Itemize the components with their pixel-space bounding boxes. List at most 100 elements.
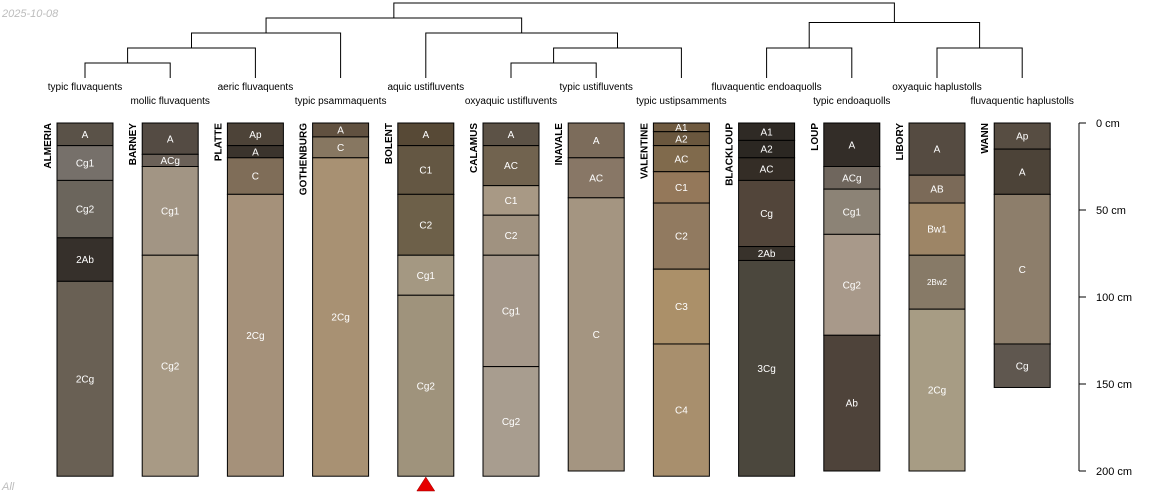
taxon-label: mollic fluvaquents <box>130 96 209 107</box>
horizon-label: A2 <box>760 145 773 156</box>
horizon-label: Cg1 <box>417 271 436 282</box>
dendrogram-branch-m6 <box>425 32 618 78</box>
horizon-label: 2Ab <box>758 249 776 260</box>
horizon-label: C <box>593 330 600 341</box>
taxon-label: typic ustipsamments <box>636 96 727 107</box>
horizon-platte-4 <box>226 193 284 477</box>
horizon-bolent-4 <box>397 254 455 296</box>
profile-name-label: BLACKLOUP <box>725 123 736 186</box>
horizon-inavale-1 <box>567 122 625 159</box>
horizon-label: Ap <box>1016 132 1029 143</box>
horizon-libory-1 <box>908 122 966 176</box>
horizon-wann-1 <box>993 122 1051 150</box>
horizon-label: C1 <box>675 183 688 194</box>
dendrogram-branch-m10 <box>808 22 981 48</box>
horizon-bolent-3 <box>397 193 455 256</box>
profile-name-label: BOLENT <box>384 123 395 164</box>
horizon-label: 2Cg <box>331 313 349 324</box>
horizon-libory-2 <box>908 174 966 204</box>
horizon-wann-4 <box>993 343 1051 388</box>
taxon-label: typic fluvaquents <box>48 82 123 93</box>
profile-calamus: A AC C1 C2 Cg1 Cg2 CALAMUS <box>469 122 540 477</box>
taxon-labels: typic fluvaquents mollic fluvaquents aeric… <box>48 82 1074 107</box>
horizon-label: A1 <box>675 123 688 134</box>
horizon-bolent-5 <box>397 294 455 477</box>
horizon-barney-1 <box>141 122 199 155</box>
horizon-label: A <box>82 130 89 141</box>
horizon-label: C <box>1019 265 1026 276</box>
horizon-label: Cg1 <box>502 307 521 318</box>
depth-tick-label: 200 cm <box>1096 466 1132 478</box>
profile-bolent: A C1 C2 Cg1 Cg2 BOLENT <box>384 122 455 477</box>
profile-platte: Ap A C 2Cg PLATTE <box>213 122 284 477</box>
profile-name-label: ALMERIA <box>43 123 54 169</box>
dendrogram-branch-m7 <box>265 17 523 33</box>
horizon-label: AC <box>760 165 774 176</box>
horizon-loup-5 <box>823 334 881 472</box>
horizon-platte-3 <box>226 157 284 195</box>
horizon-almeria-4 <box>56 237 114 282</box>
horizon-label: C3 <box>675 302 688 313</box>
taxon-label: fluvaquentic haplustolls <box>970 96 1073 107</box>
marker-triangle <box>416 476 436 492</box>
profile-name-label: PLATTE <box>213 123 224 161</box>
horizon-valentine-6 <box>652 268 710 345</box>
horizon-calamus-6 <box>482 366 540 477</box>
profile-loup: A ACg Cg1 Cg2 Ab LOUP <box>810 122 881 472</box>
horizon-barney-3 <box>141 166 199 256</box>
date-stamp: 2025-10-08 <box>2 8 59 20</box>
horizon-label: 2Bw2 <box>927 278 948 287</box>
horizon-label: Bw1 <box>927 225 947 236</box>
horizon-label: Cg2 <box>161 361 180 372</box>
horizon-label: Cg2 <box>417 381 436 392</box>
horizon-label: C1 <box>419 166 432 177</box>
taxon-label: aeric fluvaquents <box>218 82 294 93</box>
horizon-label: A <box>337 126 344 137</box>
horizon-label: A2 <box>675 134 688 145</box>
horizon-label: C2 <box>675 232 688 243</box>
dendrogram-branch-m4 <box>510 62 597 78</box>
taxon-label: typic ustifluvents <box>560 82 633 93</box>
horizon-libory-5 <box>908 308 966 472</box>
profile-name-label: BARNEY <box>128 123 139 166</box>
horizon-calamus-3 <box>482 185 540 216</box>
profile-name-label: CALAMUS <box>469 123 480 173</box>
footer-note: All <box>2 481 15 493</box>
horizon-label: Cg1 <box>76 159 95 170</box>
horizon-label: C2 <box>505 231 518 242</box>
depth-tick-label: 0 cm <box>1096 118 1120 130</box>
horizon-label: ACg <box>842 173 861 184</box>
horizon-label: 2Cg <box>76 374 94 385</box>
dendrogram-branch-m8 <box>766 47 853 78</box>
dendrogram-branch-m9 <box>936 47 1023 78</box>
profile-libory: A AB Bw1 2Bw2 2Cg LIBORY <box>895 122 966 472</box>
horizon-label: Cg1 <box>843 207 862 218</box>
dendrogram-branch-m1 <box>84 62 171 78</box>
horizon-label: ACg <box>160 156 179 167</box>
profile-name-label: WANN <box>980 123 991 154</box>
horizon-label: C4 <box>675 406 688 417</box>
horizon-label: A <box>252 147 259 158</box>
taxon-label: aquic ustifluvents <box>387 82 464 93</box>
taxon-label: fluvaquentic endoaquolls <box>712 82 822 93</box>
horizon-label: Cg2 <box>502 417 521 428</box>
profile-barney: A ACg Cg1 Cg2 BARNEY <box>128 122 199 477</box>
horizon-label: A <box>167 134 174 145</box>
depth-tick-label: 150 cm <box>1096 379 1132 391</box>
horizon-label: AB <box>930 185 944 196</box>
profile-wann: Ap A C Cg WANN <box>980 122 1051 388</box>
profile-name-label: VALENTINE <box>639 123 650 179</box>
horizon-label: A1 <box>760 127 773 138</box>
horizon-loup-1 <box>823 122 881 167</box>
horizon-libory-4 <box>908 254 966 310</box>
horizon-label: A <box>848 140 855 151</box>
horizon-bolent-2 <box>397 145 455 195</box>
horizon-label: C1 <box>505 196 518 207</box>
marker-layer <box>416 476 436 492</box>
taxon-label: typic endoaquolls <box>813 96 890 107</box>
taxon-label: typic psammaquents <box>295 96 387 107</box>
horizon-label: Ap <box>249 130 262 141</box>
profile-almeria: A Cg1 Cg2 2Ab 2Cg ALMERIA <box>43 122 114 477</box>
horizon-gothenburg-3 <box>312 157 370 477</box>
